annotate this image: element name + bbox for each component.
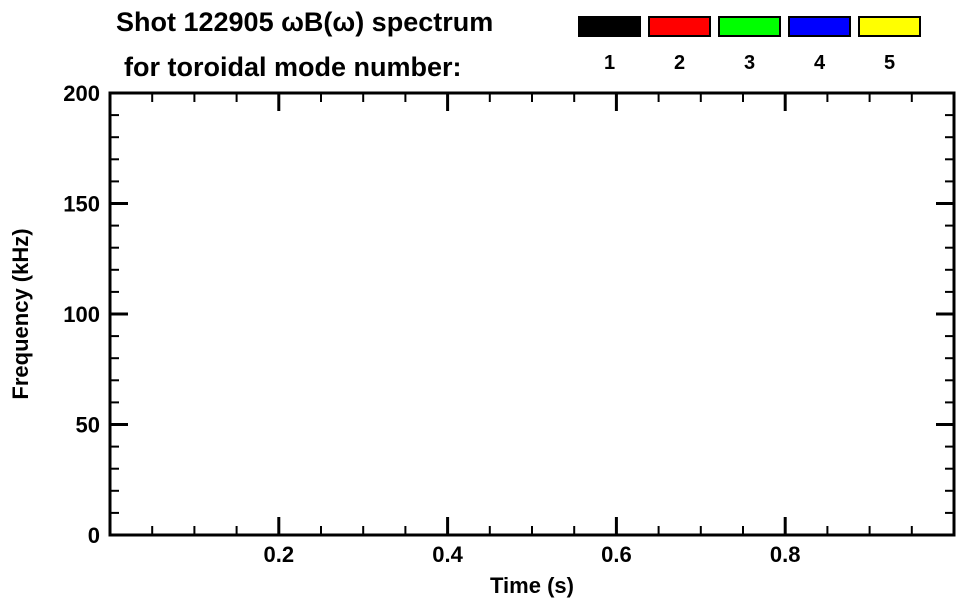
x-tick-label: 0.6: [601, 542, 632, 567]
legend-color-swatch: [578, 16, 641, 37]
legend-mode-number: 5: [883, 52, 896, 74]
legend-item-mode-1: 1: [578, 16, 641, 73]
legend-mode-number: 4: [813, 52, 826, 74]
x-axis-title: Time (s): [490, 573, 574, 598]
legend-mode-number: 2: [673, 52, 686, 74]
legend-color-swatch: [788, 16, 851, 37]
legend-item-mode-4: 4: [788, 16, 851, 73]
chart-subtitle: for toroidal mode number:: [124, 52, 462, 82]
legend-item-mode-2: 2: [648, 16, 711, 73]
toroidal-mode-legend: 1 2 3 4 5: [578, 16, 921, 73]
y-tick-label: 50: [76, 413, 100, 438]
legend-color-swatch: [858, 16, 921, 37]
y-tick-label: 100: [63, 302, 100, 327]
plot-frame: [108, 91, 956, 537]
legend-item-mode-5: 5: [858, 16, 921, 73]
chart-title: Shot 122905 ωB(ω) spectrum: [116, 7, 494, 37]
legend-item-mode-3: 3: [718, 16, 781, 73]
y-tick-label: 150: [63, 192, 100, 217]
y-axis-title: Frequency (kHz): [8, 228, 33, 399]
legend-color-swatch: [718, 16, 781, 37]
x-tick-label: 0.8: [770, 542, 801, 567]
legend-mode-number: 3: [743, 52, 756, 74]
legend-mode-number: 1: [603, 52, 616, 74]
legend-color-swatch: [648, 16, 711, 37]
y-tick-label: 200: [63, 81, 100, 106]
x-tick-label: 0.2: [264, 542, 295, 567]
x-tick-label: 0.4: [432, 542, 463, 567]
y-tick-label: 0: [88, 523, 100, 548]
